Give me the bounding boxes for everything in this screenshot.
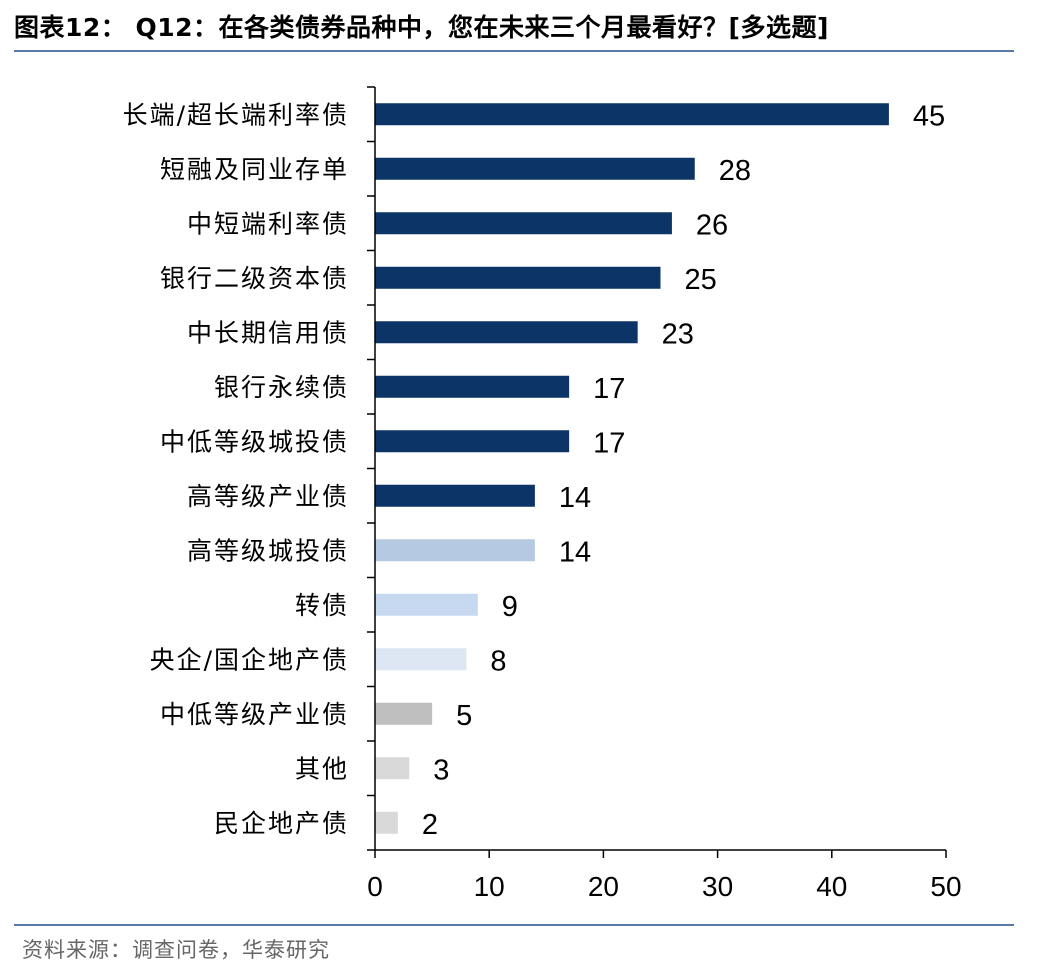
- bar: [375, 648, 467, 671]
- category-label: 其他: [295, 754, 349, 783]
- bar: [375, 157, 695, 180]
- category-label: 中短端利率债: [187, 209, 349, 238]
- category-label: 银行二级资本债: [160, 264, 349, 293]
- bar: [375, 811, 398, 834]
- x-tick-label: 30: [702, 871, 733, 902]
- bar: [375, 484, 535, 507]
- x-tick-label: 40: [816, 871, 847, 902]
- data-label: 2: [422, 809, 438, 841]
- category-label: 中长期信用债: [187, 318, 349, 347]
- category-label: 中低等级城投债: [160, 427, 349, 456]
- data-label: 14: [559, 536, 591, 568]
- title-divider: [14, 50, 1014, 52]
- x-tick-label: 0: [367, 871, 383, 902]
- bar: [375, 757, 410, 780]
- data-label: 45: [913, 100, 945, 132]
- source-note: 资料来源：调查问卷，华泰研究: [22, 938, 330, 962]
- footer-divider: [14, 924, 1014, 926]
- bar: [375, 212, 672, 235]
- bar: [375, 103, 889, 126]
- category-label: 高等级城投债: [187, 536, 349, 565]
- x-tick-label: 20: [588, 871, 619, 902]
- category-label: 短融及同业存单: [160, 155, 349, 184]
- category-label: 中低等级产业债: [160, 700, 349, 729]
- x-tick-label: 10: [474, 871, 505, 902]
- category-label: 高等级产业债: [187, 482, 349, 511]
- data-label: 8: [490, 645, 506, 677]
- data-label: 9: [502, 591, 518, 623]
- bar: [375, 593, 478, 616]
- data-label: 23: [662, 318, 694, 350]
- category-label: 长端/超长端利率债: [123, 100, 349, 129]
- data-label: 26: [696, 209, 728, 241]
- x-tick-label: 50: [930, 871, 961, 902]
- data-label: 5: [456, 700, 472, 732]
- data-label: 3: [433, 754, 449, 786]
- bar: [375, 266, 661, 289]
- data-label: 17: [593, 427, 625, 459]
- category-label: 民企地产债: [214, 809, 349, 838]
- bar: [375, 430, 570, 453]
- bar: [375, 539, 535, 562]
- category-label: 银行永续债: [214, 373, 349, 402]
- chart-title: 图表12： Q12：在各类债券品种中，您在未来三个月最看好？[多选题]: [14, 13, 829, 42]
- data-label: 17: [593, 373, 625, 405]
- category-label: 央企/国企地产债: [150, 645, 349, 674]
- data-label: 28: [719, 155, 751, 187]
- bar: [375, 321, 638, 344]
- category-label: 转债: [295, 591, 349, 620]
- data-label: 25: [685, 264, 717, 296]
- bar: [375, 702, 433, 725]
- data-label: 14: [559, 482, 591, 514]
- bar: [375, 375, 570, 398]
